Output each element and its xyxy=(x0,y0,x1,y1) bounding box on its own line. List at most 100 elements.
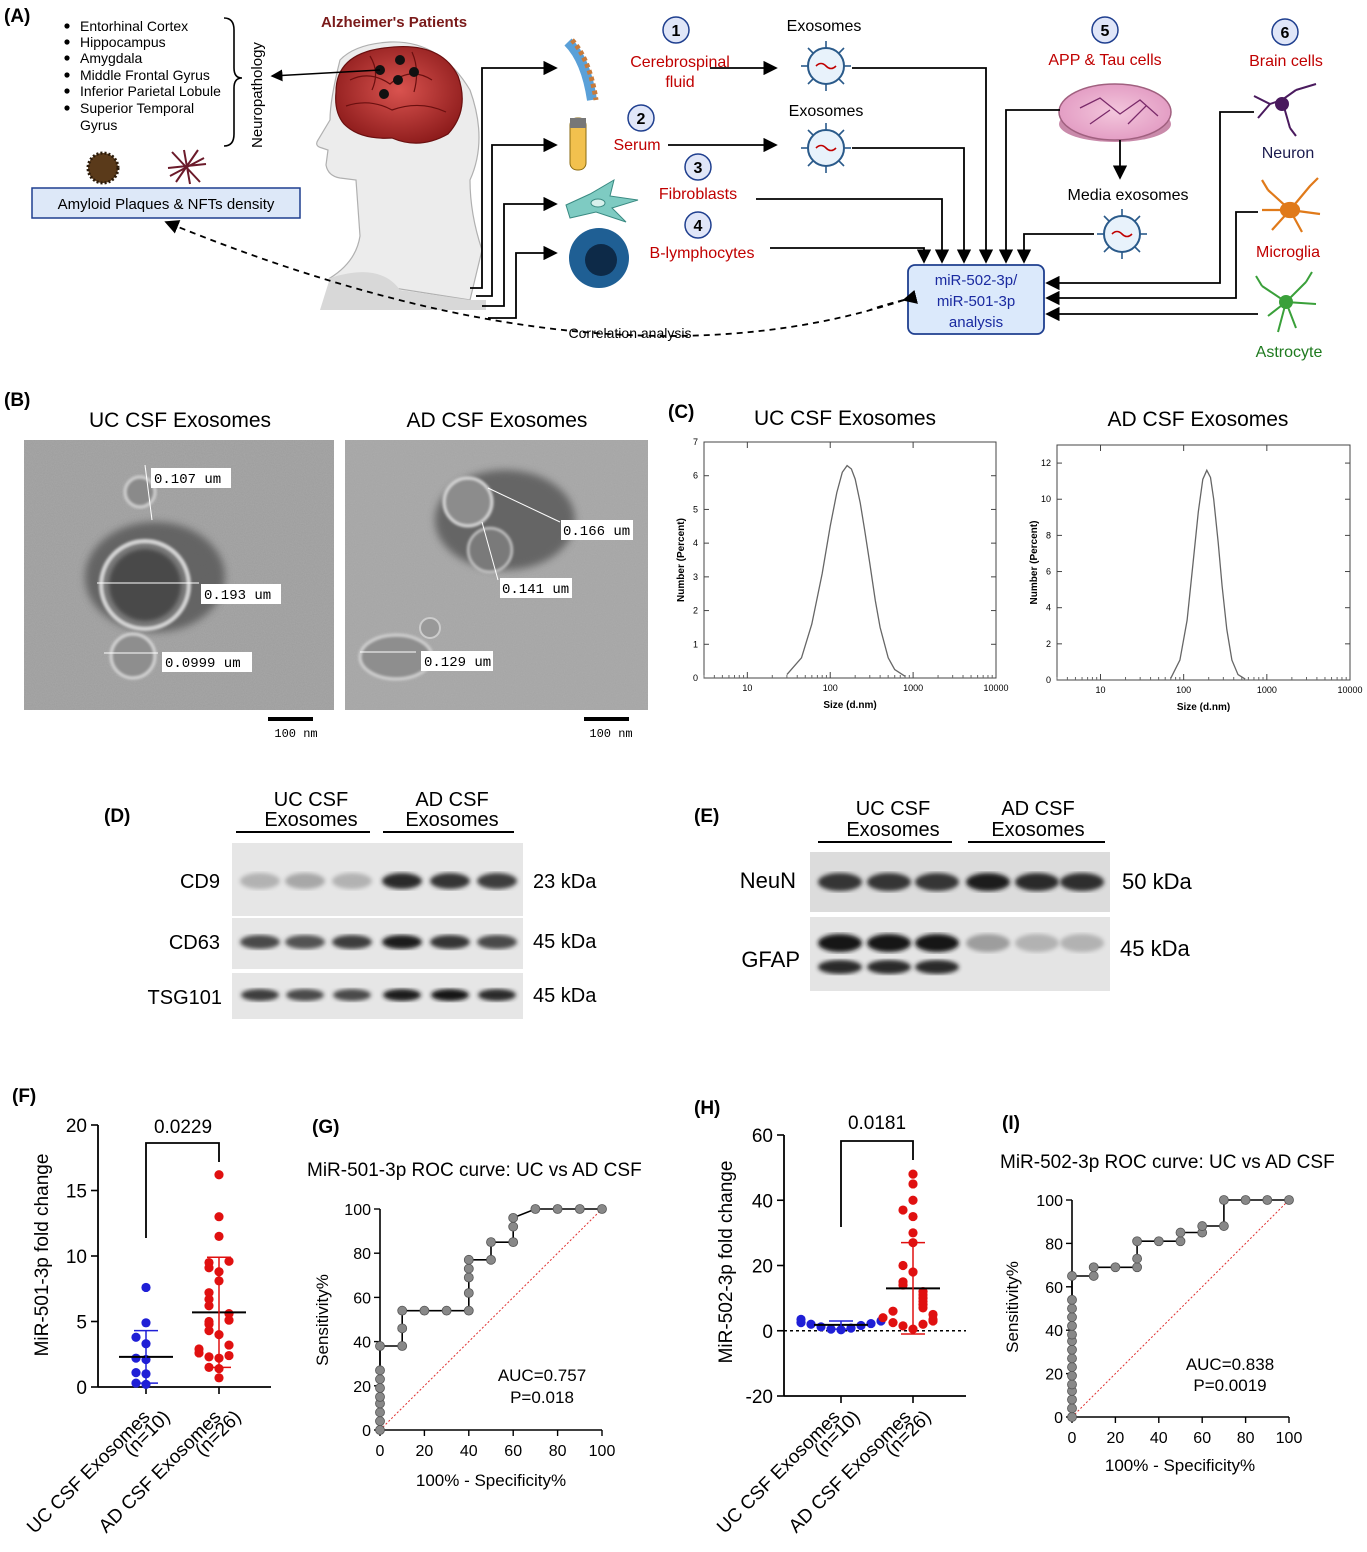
x-tick-label: 20 xyxy=(1107,1430,1125,1447)
roc-point xyxy=(375,1383,385,1393)
media-exosomes-label: Media exosomes xyxy=(1068,187,1189,204)
cd63-band xyxy=(285,935,325,949)
roc-point xyxy=(486,1237,496,1248)
y-tick-label: 0 xyxy=(362,1423,371,1440)
gfap-band xyxy=(818,960,862,974)
patients-title: Alzheimer's Patients xyxy=(321,14,467,31)
ad-scalebar-label: 100 nm xyxy=(589,727,632,741)
e-row1-size: 50 kDa xyxy=(1122,869,1192,894)
western-blot-d xyxy=(232,843,523,1019)
roc-point xyxy=(508,1212,519,1223)
panel-b: (B) UC CSF Exosomes AD CSF Exosomes 0.10… xyxy=(4,390,648,741)
neuropathology-label: Neuropathology xyxy=(249,42,266,148)
data-point xyxy=(908,1195,918,1205)
y-tick-label: 0 xyxy=(76,1378,87,1399)
dls-ytick-label: 3 xyxy=(693,572,698,582)
bullet-icon xyxy=(64,39,70,45)
dls-xtick-label: 1000 xyxy=(903,683,923,693)
neun-band xyxy=(818,873,862,891)
y-tick-label: 0 xyxy=(1054,1410,1063,1427)
region-item: Gyrus xyxy=(80,117,117,133)
bullet-icon xyxy=(64,72,70,78)
ad-measure-2: 0.141 um xyxy=(502,582,569,598)
source-csf-label-2: fluid xyxy=(665,74,694,91)
tsg101-band xyxy=(431,989,469,1001)
source-blymph-label: B-lymphocytes xyxy=(650,245,755,262)
analysis-line-3: analysis xyxy=(949,314,1003,331)
cd63-band xyxy=(332,935,372,949)
data-point xyxy=(131,1353,141,1363)
region-item: Superior Temporal xyxy=(80,100,194,116)
h-ylabel: MiR-502-3p fold change xyxy=(716,1161,737,1364)
dls-frame xyxy=(703,441,997,679)
roc-point xyxy=(375,1391,385,1402)
data-point xyxy=(204,1352,214,1362)
panel-i-label: (I) xyxy=(1002,1113,1020,1134)
step-2-number: 2 xyxy=(637,111,646,128)
panel-d: (D) UC CSF Exosomes AD CSF Exosomes CD9 … xyxy=(104,789,597,1019)
astrocyte-icon xyxy=(1255,271,1317,333)
neun-band xyxy=(966,873,1010,891)
x-tick-label: 20 xyxy=(416,1443,434,1460)
step-4-badge xyxy=(684,211,712,239)
data-point xyxy=(204,1257,214,1268)
d-row1-name: CD9 xyxy=(180,871,220,893)
e-row2-size: 45 kDa xyxy=(1120,936,1190,961)
panel-a: (A) Entorhinal Cortex Hippocampus Amygda… xyxy=(4,6,1323,361)
y-tick-label: 60 xyxy=(353,1290,371,1307)
uc-scalebar xyxy=(268,717,313,721)
roc-point xyxy=(530,1204,541,1214)
bullet-icon xyxy=(64,88,70,94)
uc-measure-1: 0.107 um xyxy=(154,472,221,488)
region-item: Entorhinal Cortex xyxy=(80,18,188,34)
data-point xyxy=(204,1294,214,1304)
i-ylabel: Sensitivity% xyxy=(1003,1261,1022,1353)
dls-ytick-label: 2 xyxy=(693,606,698,616)
chart-g: 00 20 20 40 40 60 60 80 80 100 100 xyxy=(344,1202,615,1460)
source-brain-cells-label: Brain cells xyxy=(1249,53,1323,70)
data-point xyxy=(141,1379,151,1389)
roc-point xyxy=(1067,1412,1077,1422)
serum-tube-icon xyxy=(569,117,587,171)
data-point xyxy=(888,1306,898,1316)
x-tick-label: 40 xyxy=(1150,1430,1168,1447)
exosomes-label-1: Exosomes xyxy=(787,18,862,35)
data-point xyxy=(224,1350,234,1361)
dls-xtick-label: 10000 xyxy=(1337,685,1362,695)
roc-point xyxy=(375,1374,385,1385)
i-title: MiR-502-3p ROC curve: UC vs AD CSF xyxy=(1000,1152,1335,1173)
data-point xyxy=(214,1364,224,1374)
step-4-number: 4 xyxy=(694,218,703,235)
data-point xyxy=(224,1315,234,1325)
data-point xyxy=(214,1212,224,1222)
e-group2-line2: Exosomes xyxy=(991,819,1084,841)
data-point xyxy=(224,1340,234,1350)
roc-point xyxy=(463,1305,474,1316)
region-item: Middle Frontal Gyrus xyxy=(80,67,210,83)
y-tick-label: 80 xyxy=(1045,1236,1063,1253)
uc-measure-3: 0.0999 um xyxy=(165,656,241,672)
panel-h: (H) MiR-502-3p fold change 0.0181 -20 0 20… xyxy=(694,1098,966,1538)
roc-point xyxy=(1240,1195,1251,1205)
step-3-badge xyxy=(684,153,712,181)
data-point xyxy=(908,1228,918,1238)
significance-bracket xyxy=(145,1142,220,1238)
b-lymphocyte-icon xyxy=(569,228,629,288)
blot-strip xyxy=(232,973,523,1019)
dls-ytick-label: 0 xyxy=(693,673,698,683)
data-point xyxy=(796,1314,806,1324)
roc-point xyxy=(1197,1221,1208,1231)
panel-b-label: (B) xyxy=(4,390,30,411)
data-point xyxy=(194,1344,204,1354)
y-tick-label: 20 xyxy=(1045,1367,1063,1384)
reference-diagonal xyxy=(1071,1199,1290,1418)
amyloid-plaque-icon xyxy=(86,151,120,185)
source-arrows xyxy=(470,60,558,319)
roc-point xyxy=(486,1254,496,1265)
roc-point xyxy=(1262,1195,1273,1205)
y-tick-label: 60 xyxy=(1045,1280,1063,1297)
roc-point xyxy=(1067,1320,1077,1331)
astrocyte-label: Astrocyte xyxy=(1256,344,1323,361)
g-title: MiR-501-3p ROC curve: UC vs AD CSF xyxy=(307,1160,642,1181)
